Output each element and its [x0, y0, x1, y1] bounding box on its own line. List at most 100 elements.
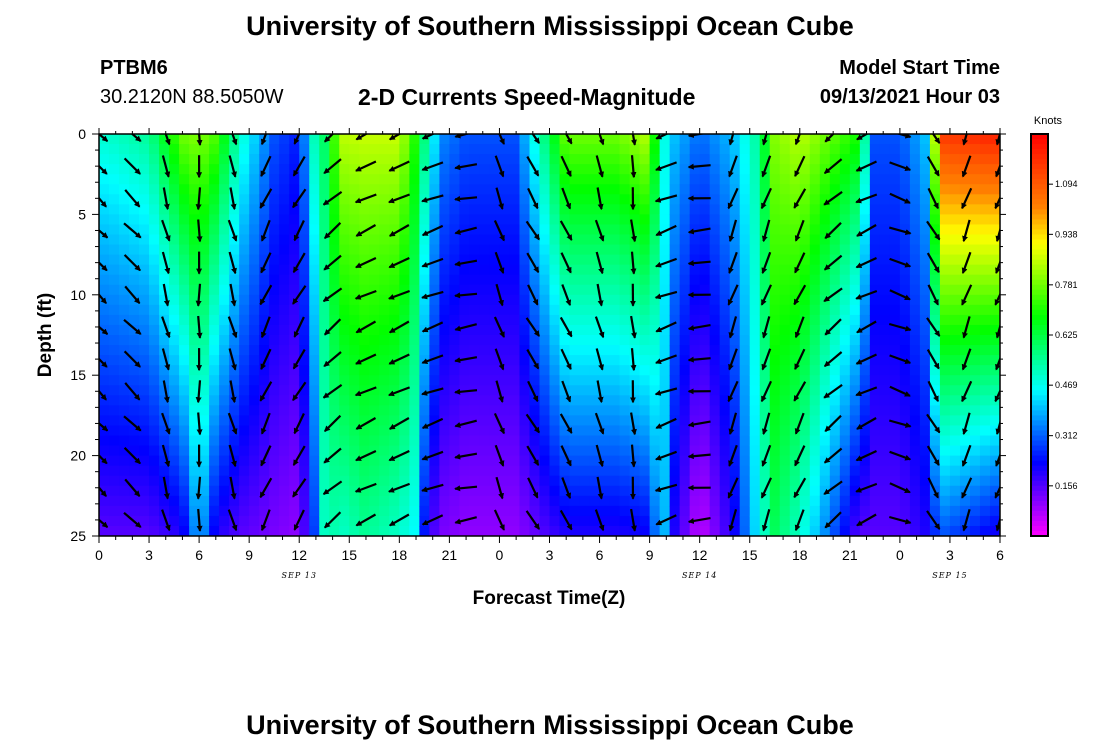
colorbar-segment [1031, 189, 1048, 195]
current-vector-arrow [559, 509, 573, 531]
heatmap-cell [879, 525, 891, 536]
heatmap-cell [639, 304, 651, 316]
heatmap-cell [279, 184, 290, 195]
heatmap-cell [659, 435, 671, 447]
heatmap-cell [539, 515, 551, 527]
heatmap-cell [789, 415, 801, 427]
heatmap-cell [659, 335, 671, 346]
heatmap-cell [969, 445, 981, 457]
heatmap-cell [409, 385, 420, 396]
heatmap-cell [109, 284, 120, 296]
heatmap-cell [159, 304, 170, 316]
current-vector-arrow [961, 187, 973, 210]
current-vector-arrow [594, 219, 605, 242]
heatmap-cell [259, 184, 270, 195]
heatmap-cell [899, 375, 911, 386]
heatmap-cell [629, 505, 641, 517]
heatmap-cell [119, 495, 130, 507]
heatmap-cell [949, 134, 961, 145]
heatmap-cell [299, 144, 310, 155]
model-start-value: 09/13/2021 Hour 03 [819, 86, 1000, 108]
heatmap-cell [389, 214, 400, 226]
heatmap-cell [349, 425, 360, 437]
heatmap-cell [989, 304, 1000, 316]
heatmap-cell [719, 154, 731, 165]
heatmap-cell [269, 525, 280, 536]
heatmap-cell [269, 405, 280, 416]
current-vector-arrow [760, 187, 772, 210]
heatmap-cell [309, 244, 320, 256]
heatmap-cell [409, 324, 420, 336]
heatmap-cell [909, 385, 921, 396]
heatmap-cell [199, 184, 210, 195]
heatmap-cell [139, 284, 150, 296]
heatmap-cell [369, 395, 380, 406]
heatmap-cell [739, 164, 751, 175]
heatmap-cell [109, 224, 120, 236]
heatmap-cell [299, 425, 310, 437]
current-vector-arrow [324, 414, 342, 432]
heatmap-cell [529, 335, 541, 346]
heatmap-cell [489, 294, 501, 306]
heatmap-cell [149, 304, 160, 316]
current-vector-arrow [889, 257, 912, 268]
heatmap-cell [229, 345, 240, 356]
heatmap-cell [569, 244, 581, 256]
heatmap-cell [779, 395, 791, 406]
current-vector-arrow [995, 355, 1000, 371]
heatmap-cell [179, 415, 190, 427]
heatmap-cell [739, 395, 751, 406]
heatmap-cell [649, 525, 661, 536]
heatmap-cell [149, 164, 160, 175]
heatmap-cell [939, 405, 951, 416]
heatmap-cell [389, 465, 400, 477]
current-vector-arrow [454, 485, 478, 492]
current-vector-arrow [227, 412, 238, 435]
heatmap-cell [359, 455, 370, 467]
heatmap-cell [339, 415, 350, 427]
heatmap-cell [799, 274, 811, 286]
heatmap-cell [889, 194, 901, 205]
heatmap-cell [599, 314, 611, 326]
heatmap-cell [239, 264, 250, 276]
heatmap-cell [919, 244, 931, 256]
heatmap-cell [799, 485, 811, 497]
heatmap-cell [659, 324, 671, 336]
heatmap-cell [749, 274, 761, 286]
heatmap-cell [729, 194, 741, 205]
heatmap-cell [969, 485, 981, 497]
heatmap-cell [399, 144, 410, 155]
heatmap-cell [339, 335, 350, 346]
heatmap-cell [939, 465, 951, 477]
heatmap-cell [289, 244, 300, 256]
heatmap-cell [409, 475, 420, 487]
heatmap-cell [859, 335, 871, 346]
heatmap-cell [719, 335, 731, 346]
colorbar-tick-label: 0.312 [1055, 431, 1078, 441]
heatmap-cell [909, 525, 921, 536]
heatmap-cell [739, 264, 751, 276]
heatmap-cell [599, 525, 611, 536]
heatmap-cell [409, 435, 420, 447]
heatmap-cell [609, 284, 621, 296]
heatmap-cell [239, 214, 250, 226]
heatmap-cell [889, 304, 901, 316]
heatmap-cell [319, 154, 330, 165]
heatmap-cell [749, 134, 761, 145]
current-vector-arrow [195, 380, 202, 404]
heatmap-cell [119, 485, 130, 497]
heatmap-cell [639, 415, 651, 427]
colorbar-segment [1031, 254, 1048, 261]
heatmap-cell [389, 475, 400, 487]
heatmap-cell [779, 525, 791, 536]
heatmap-cell [299, 405, 310, 416]
current-vector-arrow [293, 220, 305, 242]
heatmap-cell [399, 445, 410, 457]
heatmap-cell [299, 415, 310, 427]
heatmap-cell [829, 335, 841, 346]
heatmap-cell [449, 314, 460, 326]
heatmap-cell [309, 134, 320, 145]
heatmap-cell [399, 395, 410, 406]
colorbar-segment [1031, 390, 1048, 396]
heatmap-cell [269, 184, 280, 195]
